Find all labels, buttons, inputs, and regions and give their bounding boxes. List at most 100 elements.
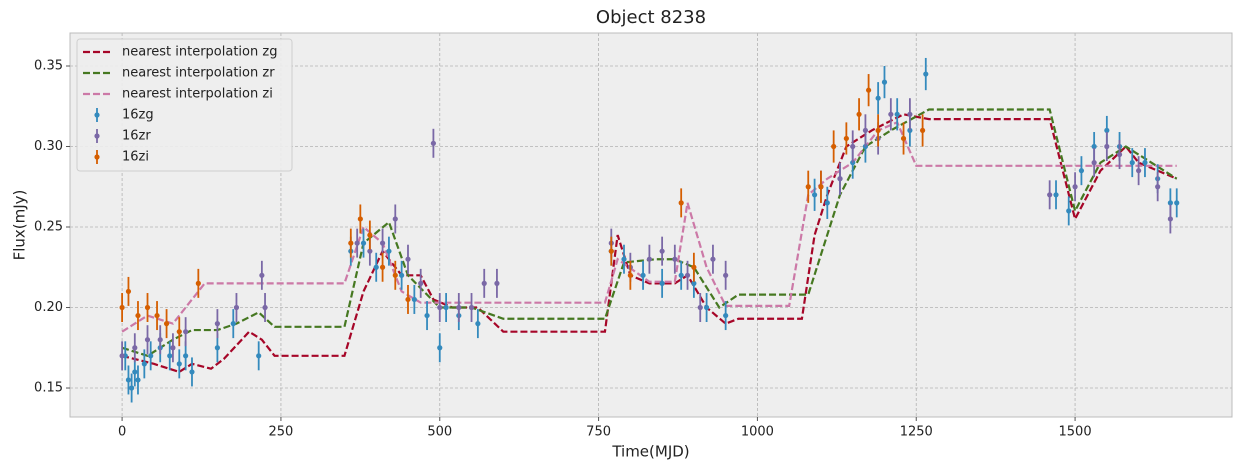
data-point [119, 353, 125, 359]
x-tick-label: 1500 [1059, 425, 1092, 440]
data-point [214, 345, 220, 351]
data-point [418, 280, 424, 286]
data-point [119, 304, 125, 311]
data-point [672, 256, 678, 262]
legend-swatch [94, 112, 100, 118]
data-point [456, 304, 462, 311]
data-point [1136, 168, 1142, 174]
data-point [862, 127, 869, 134]
x-axis-label: Time(MJD) [611, 443, 689, 461]
data-point [129, 385, 135, 391]
legend-label: nearest interpolation zr [122, 66, 275, 81]
data-point [348, 240, 354, 246]
data-point [132, 345, 138, 351]
data-point [405, 296, 411, 303]
data-point [1142, 160, 1148, 166]
data-point [189, 369, 195, 375]
x-tick-label: 500 [427, 425, 452, 440]
x-tick-label: 250 [269, 425, 294, 440]
data-point [475, 321, 481, 327]
data-point [1053, 192, 1059, 198]
data-point [703, 304, 710, 311]
data-point [659, 280, 665, 286]
data-point [354, 240, 360, 246]
data-point [894, 111, 900, 117]
data-point [678, 200, 684, 206]
data-point [691, 264, 697, 270]
data-point [443, 304, 449, 311]
data-point [1072, 184, 1078, 190]
legend: nearest interpolation zg nearest interpol… [76, 38, 293, 172]
x-tick-label: 750 [586, 425, 611, 440]
x-tick-label: 1000 [741, 425, 774, 440]
legend-swatch [94, 133, 100, 139]
legend-label: 16zr [122, 129, 151, 144]
chart-title: Object 8238 [596, 7, 706, 28]
data-point [437, 304, 443, 311]
data-point [183, 329, 189, 335]
data-point [850, 143, 856, 150]
x-tick-label: 0 [118, 425, 126, 440]
y-tick-label: 0.20 [34, 300, 63, 315]
legend-label: 16zi [122, 150, 149, 165]
data-point [824, 200, 830, 206]
data-point [875, 127, 881, 134]
data-point [811, 192, 818, 198]
data-point [1129, 160, 1135, 166]
data-point [608, 248, 614, 254]
data-point [468, 304, 475, 311]
data-point [135, 377, 141, 383]
data-point [379, 240, 386, 246]
data-point [132, 369, 138, 375]
data-point [691, 280, 697, 286]
data-point [176, 361, 182, 367]
data-point [170, 345, 176, 351]
data-point [865, 87, 872, 93]
data-point [144, 304, 151, 311]
data-point [710, 256, 716, 262]
data-point [411, 296, 417, 303]
legend-box [76, 38, 293, 172]
legend-label: nearest interpolation zi [122, 87, 273, 102]
data-point [167, 353, 173, 359]
plot-border [69, 32, 1233, 418]
data-point [1116, 151, 1123, 158]
errorbar-series [119, 74, 926, 347]
data-point [430, 140, 437, 146]
data-point [405, 256, 411, 262]
interpolation-line [121, 120, 1177, 333]
data-point [831, 143, 837, 150]
y-axis-label: Flux(mJy) [11, 190, 29, 261]
data-point [1104, 127, 1110, 134]
data-point [214, 321, 220, 327]
interpolation-line [121, 113, 1178, 374]
data-point [678, 272, 684, 278]
data-point [367, 248, 373, 254]
data-point [125, 377, 132, 383]
data-point [195, 280, 201, 286]
data-point [256, 353, 262, 359]
data-point [1078, 168, 1085, 174]
data-point [697, 304, 703, 311]
data-point [379, 264, 386, 270]
data-point [837, 176, 843, 182]
grid [70, 33, 1232, 417]
data-point [386, 248, 392, 254]
y-tick-label: 0.15 [34, 381, 63, 396]
data-point [875, 95, 881, 101]
data-point [259, 272, 265, 278]
marks [119, 57, 1180, 403]
data-point [1091, 160, 1097, 166]
data-point [163, 321, 170, 327]
data-point [494, 280, 500, 286]
data-point [357, 216, 363, 222]
data-point [723, 312, 729, 319]
data-point [1174, 200, 1180, 206]
data-point [392, 272, 398, 278]
x-tick-label: 1250 [900, 425, 933, 440]
data-point [1091, 143, 1097, 150]
data-point [1047, 192, 1053, 198]
data-point [723, 272, 729, 278]
data-point [367, 232, 373, 238]
data-point [230, 321, 236, 327]
